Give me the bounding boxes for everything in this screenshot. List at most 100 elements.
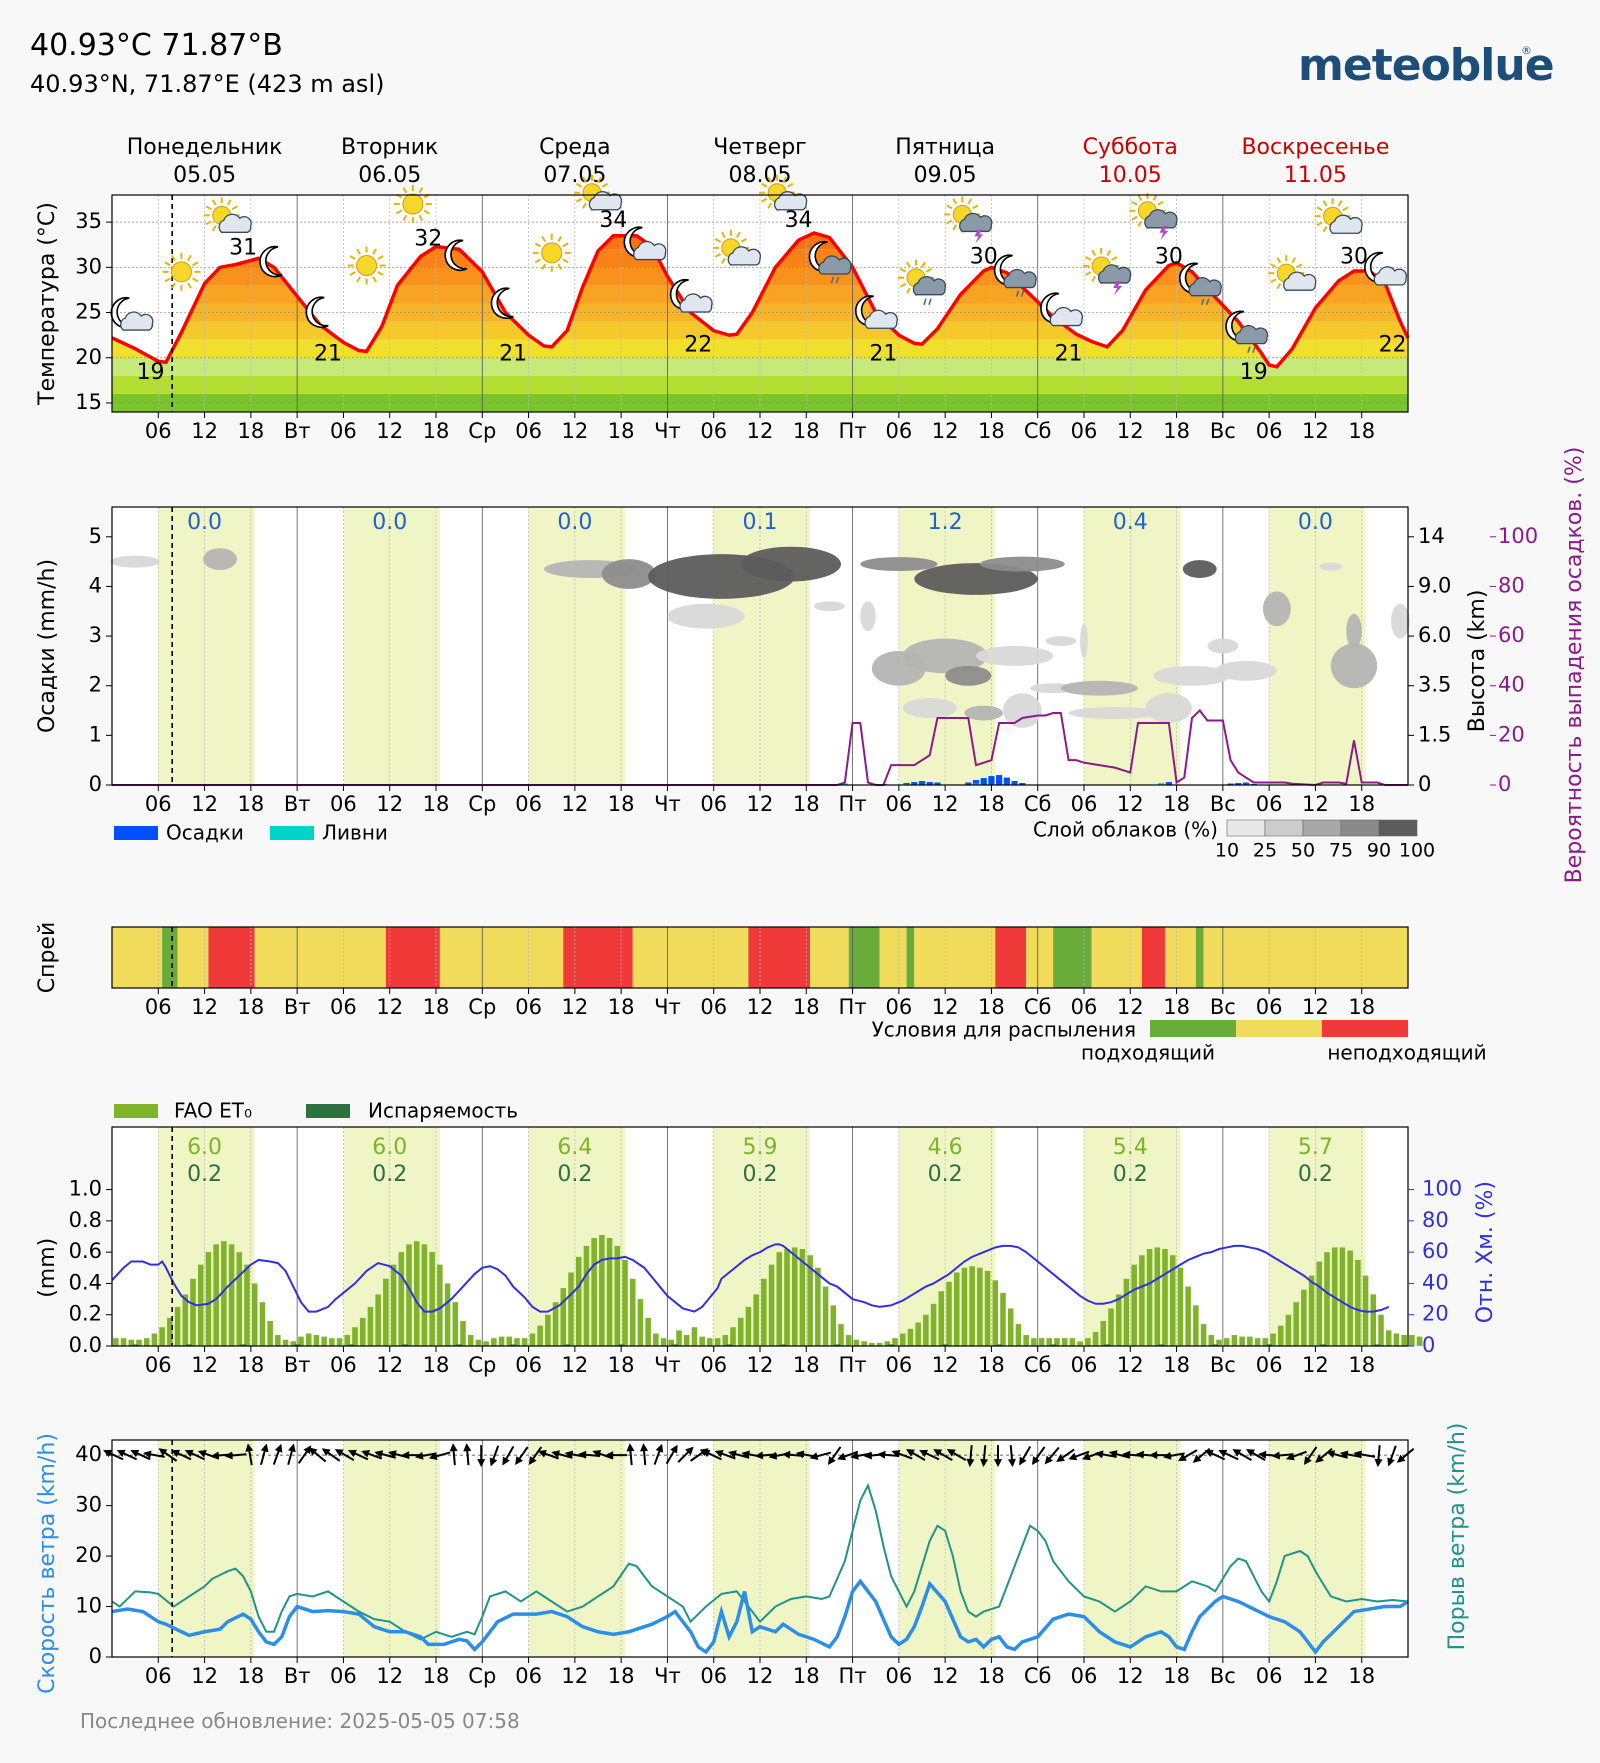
fao-et0-bar [537, 1325, 543, 1346]
wind-direction-arrow [809, 1451, 832, 1461]
wind-xtick-hour-label: 18 [608, 1664, 635, 1688]
temperature-max-label: 30 [970, 244, 998, 269]
cloud-legend-tick: 90 [1367, 840, 1391, 862]
temp-ytick-label: 20 [75, 345, 102, 369]
spray-xtick-hour-label: 12 [191, 995, 218, 1019]
temp-xtick-day-label: Пт [839, 419, 867, 443]
evap-xtick-hour-label: 12 [191, 1353, 218, 1377]
wind-direction-arrow [1387, 1445, 1397, 1467]
spray-segment-medium [914, 927, 996, 988]
wind-direction-arrow [297, 1445, 312, 1464]
day-name-2: Вторник [341, 135, 438, 160]
wind-direction-arrow [1315, 1447, 1333, 1463]
height-axis-label: Высота (km) [1465, 590, 1490, 733]
precip-xtick-hour-label: 06 [1256, 792, 1283, 816]
cloud-legend-tick: 75 [1329, 840, 1353, 862]
humidity-line [111, 1243, 1390, 1313]
fao-et0-bar [583, 1245, 590, 1346]
fao-et0-bar [714, 1338, 721, 1346]
fao-et0-bar [1146, 1249, 1153, 1346]
shower-bar [841, 783, 848, 785]
precipitation-bar [1165, 782, 1172, 785]
fao-et0-bar [120, 1338, 127, 1346]
wind-daylight-band [343, 1440, 440, 1657]
wind-xtick-hour-label: 18 [237, 1664, 264, 1688]
wind-xtick-hour-label: 12 [1302, 1664, 1329, 1688]
spray-xtick-hour-label: 06 [515, 995, 542, 1019]
cloud-layer [1060, 680, 1138, 696]
spray-xtick-hour-label: 12 [561, 995, 588, 1019]
fao-et0-bar [853, 1339, 860, 1346]
temp-xtick-hour-label: 12 [1117, 419, 1144, 443]
spray-xtick-day-label: Пт [839, 995, 867, 1019]
wind-direction-arrow [1162, 1451, 1185, 1460]
daily-fao-total: 6.0 [372, 1135, 407, 1160]
evap-xtick-hour-label: 12 [1117, 1353, 1144, 1377]
precip-xtick-hour-label: 18 [423, 792, 450, 816]
fao-et0-bar [1069, 1338, 1076, 1346]
evap-xtick-hour-label: 12 [932, 1353, 959, 1377]
temp-ytick-label: 15 [75, 390, 102, 414]
moon-cloud-icon [855, 295, 898, 329]
wind-direction-arrow [994, 1445, 1002, 1468]
spray-segment-medium [879, 927, 907, 988]
fao-et0-bar [1115, 1294, 1122, 1346]
day-name-1: Понедельник [127, 135, 283, 160]
precip-xtick-hour-label: 12 [376, 792, 403, 816]
spray-xtick-hour-label: 06 [145, 995, 172, 1019]
fao-et0-bar [737, 1317, 744, 1346]
fao-et0-bar [1139, 1255, 1145, 1346]
daily-fao-total: 5.7 [1298, 1135, 1333, 1160]
daily-precip-total: 1.2 [928, 510, 963, 535]
wind-direction-arrow [428, 1451, 451, 1461]
cloud-layer [1003, 693, 1042, 728]
cloud-layer [945, 665, 992, 686]
fao-et0-bar [730, 1327, 736, 1346]
temperature-max-label: 30 [1155, 244, 1183, 269]
fao-et0-bar [930, 1303, 937, 1346]
precipitation-bar [911, 782, 918, 785]
fao-et0-bar [961, 1267, 968, 1346]
wind-direction-arrow [287, 1443, 296, 1466]
fao-et0-bar [1216, 1339, 1222, 1346]
cloud-legend-tick: 25 [1253, 840, 1277, 862]
evaporation-bar [942, 1344, 948, 1346]
precip-xtick-hour-label: 12 [747, 792, 774, 816]
precip-xtick-day-label: Вс [1210, 792, 1236, 816]
fao-et0-bar [514, 1338, 520, 1346]
fao-et0-bar [907, 1328, 914, 1346]
fao-et0-bar [190, 1278, 196, 1346]
precip-xtick-hour-label: 18 [1348, 792, 1375, 816]
fao-et0-bar [228, 1244, 235, 1346]
temp-xtick-hour-label: 06 [330, 419, 357, 443]
wind-ytick-label: 10 [75, 1594, 102, 1618]
wind-direction-arrow [374, 1450, 396, 1459]
wind-speed-axis-label: Скорость ветра (km/h) [35, 1433, 60, 1694]
meteoblue-logo[interactable]: meteoblue [1298, 40, 1555, 91]
fao-et0-bar [290, 1341, 297, 1346]
wind-direction-arrow [477, 1445, 486, 1468]
wind-direction-arrow [1374, 1445, 1383, 1468]
fao-et0-bar [892, 1338, 898, 1346]
precip-xtick-hour-label: 12 [1117, 792, 1144, 816]
fao-et0-bar [1223, 1338, 1230, 1346]
fao-et0-bar [629, 1278, 636, 1346]
spray-segment-good [1053, 927, 1092, 988]
cloud-layer [1215, 660, 1277, 681]
fao-et0-bar [606, 1238, 613, 1346]
wind-ytick-label: 20 [75, 1543, 102, 1567]
legend-evap-label: Испаряемость [368, 1099, 518, 1123]
wind-gust-line [111, 1482, 1409, 1641]
probability-axis-label: Вероятность выпадения осадков. (%) [1562, 447, 1587, 884]
spray-segment-good [162, 927, 178, 988]
fao-et0-bar [992, 1280, 999, 1346]
spray-segment-medium [112, 927, 163, 988]
temp-xtick-hour-label: 06 [1256, 419, 1283, 443]
probability-tick-label: 60 [1498, 623, 1525, 647]
wind-direction-arrow [946, 1449, 967, 1462]
fao-et0-bar [298, 1336, 304, 1346]
wind-direction-arrow [1271, 1451, 1294, 1460]
evaporation-bar [348, 1344, 354, 1346]
wind-direction-arrow [116, 1449, 138, 1461]
wind-direction-arrow [361, 1450, 383, 1460]
